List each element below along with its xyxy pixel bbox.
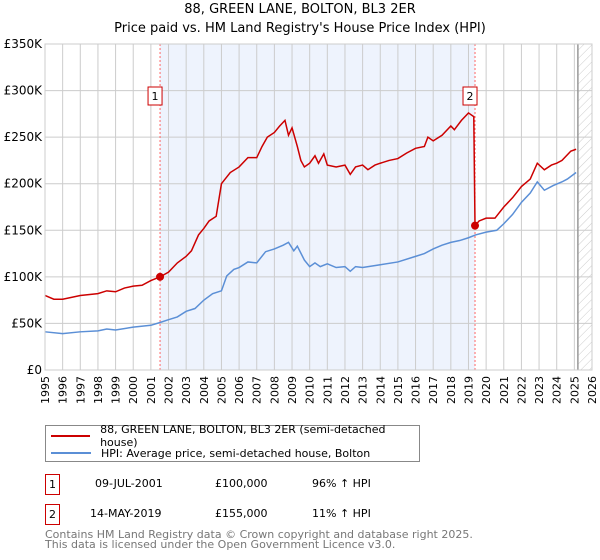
legend-swatch-property [51, 435, 91, 437]
x-tick-label: 2012 [339, 376, 352, 404]
x-tick-label: 2009 [286, 376, 299, 404]
x-tick-label: 2001 [145, 376, 158, 404]
y-tick-label: £250K [4, 130, 44, 144]
title-line-2: Price paid vs. HM Land Registry's House … [114, 21, 486, 36]
sale-price: £155,000 [215, 507, 268, 520]
sale-label-box [462, 86, 478, 106]
y-tick-label: £0 [27, 363, 42, 377]
sale-price: £100,000 [215, 477, 268, 490]
legend-label: HPI: Average price, semi-detached house,… [101, 446, 371, 460]
legend-label: 88, GREEN LANE, BOLTON, BL3 2ER (semi-de… [100, 423, 386, 449]
x-tick-label: 2026 [586, 376, 599, 404]
x-tick-label: 2002 [163, 376, 176, 404]
legend-swatch-hpi [51, 452, 91, 454]
footer: Contains HM Land Registry data © Crown c… [45, 528, 473, 551]
sale-point [471, 221, 480, 230]
chart-title: 88, GREEN LANE, BOLTON, BL3 2ER Price pa… [0, 0, 600, 38]
x-tick-label: 2008 [268, 376, 281, 404]
x-tick-label: 1997 [74, 376, 87, 404]
sale-hpi-diff: 11% ↑ HPI [312, 507, 371, 520]
legend-item-property: 88, GREEN LANE, BOLTON, BL3 2ER (semi-de… [51, 423, 419, 449]
x-tick-label: 2022 [515, 376, 528, 404]
line-chart: 1995 1996 1997 1998 1999 2000 2001 2002 2003 2004… [4, 37, 599, 404]
x-tick-label: 2004 [198, 376, 211, 404]
x-tick-label: 1998 [92, 376, 105, 404]
sale-date: 14-MAY-2019 [90, 507, 162, 520]
footer-line: This data is licensed under the Open Gov… [45, 538, 396, 551]
property-price-line [44, 111, 577, 300]
x-tick-label: 2025 [568, 376, 581, 404]
x-tick-label: 2015 [392, 376, 405, 404]
x-tick-label: 2019 [462, 376, 475, 404]
x-tick-label: 2010 [304, 376, 317, 404]
x-tick-label: 2013 [357, 376, 370, 404]
x-tick-label: 1996 [57, 376, 70, 404]
y-tick-label: £50K [11, 316, 43, 330]
plot-border [44, 43, 593, 371]
hatched-future-region [577, 44, 592, 370]
sale-point [156, 272, 165, 281]
x-tick-label: 2016 [410, 376, 423, 404]
sale-marker-badge: 2 [45, 504, 60, 525]
y-tick-label: £100K [4, 270, 44, 284]
x-tick-label: 1995 [39, 376, 52, 404]
y-tick-label: £300K [4, 84, 44, 98]
x-tick-label: 2020 [480, 376, 493, 404]
sale-label-box [147, 86, 163, 106]
x-tick-label: 1999 [110, 376, 123, 404]
title-line-1: 88, GREEN LANE, BOLTON, BL3 2ER [184, 2, 416, 17]
sale-hpi-diff: 96% ↑ HPI [312, 477, 371, 490]
x-tick-label: 2000 [127, 376, 140, 404]
sale-label: 2 [467, 90, 474, 103]
legend: 88, GREEN LANE, BOLTON, BL3 2ER (semi-de… [45, 423, 420, 462]
x-tick-label: 2014 [374, 376, 387, 404]
shaded-ownership-period [160, 44, 476, 370]
hpi-line [44, 171, 577, 335]
sale-label: 1 [152, 90, 159, 103]
x-tick-label: 2017 [427, 376, 440, 404]
x-tick-label: 2024 [551, 376, 564, 404]
footer-line: Contains HM Land Registry data © Crown c… [45, 528, 473, 541]
x-tick-label: 2018 [445, 376, 458, 404]
legend-item-hpi: HPI: Average price, semi-detached house,… [51, 445, 370, 461]
x-tick-label: 2005 [215, 376, 228, 404]
sale-date: 09-JUL-2001 [95, 477, 163, 490]
x-tick-label: 2021 [498, 376, 511, 404]
sale-marker-badge: 1 [45, 474, 60, 495]
x-tick-label: 2007 [251, 376, 264, 404]
x-tick-label: 2003 [180, 376, 193, 404]
x-tick-label: 2011 [321, 376, 334, 404]
x-tick-label: 2006 [233, 376, 246, 404]
y-tick-label: £350K [4, 37, 44, 51]
table-row: 1 09-JUL-2001 £100,000 96% ↑ HPI [45, 474, 445, 495]
y-tick-label: £150K [4, 223, 44, 237]
x-tick-label: 2023 [533, 376, 546, 404]
table-row: 2 14-MAY-2019 £155,000 11% ↑ HPI [45, 504, 445, 525]
y-tick-label: £200K [4, 177, 44, 191]
